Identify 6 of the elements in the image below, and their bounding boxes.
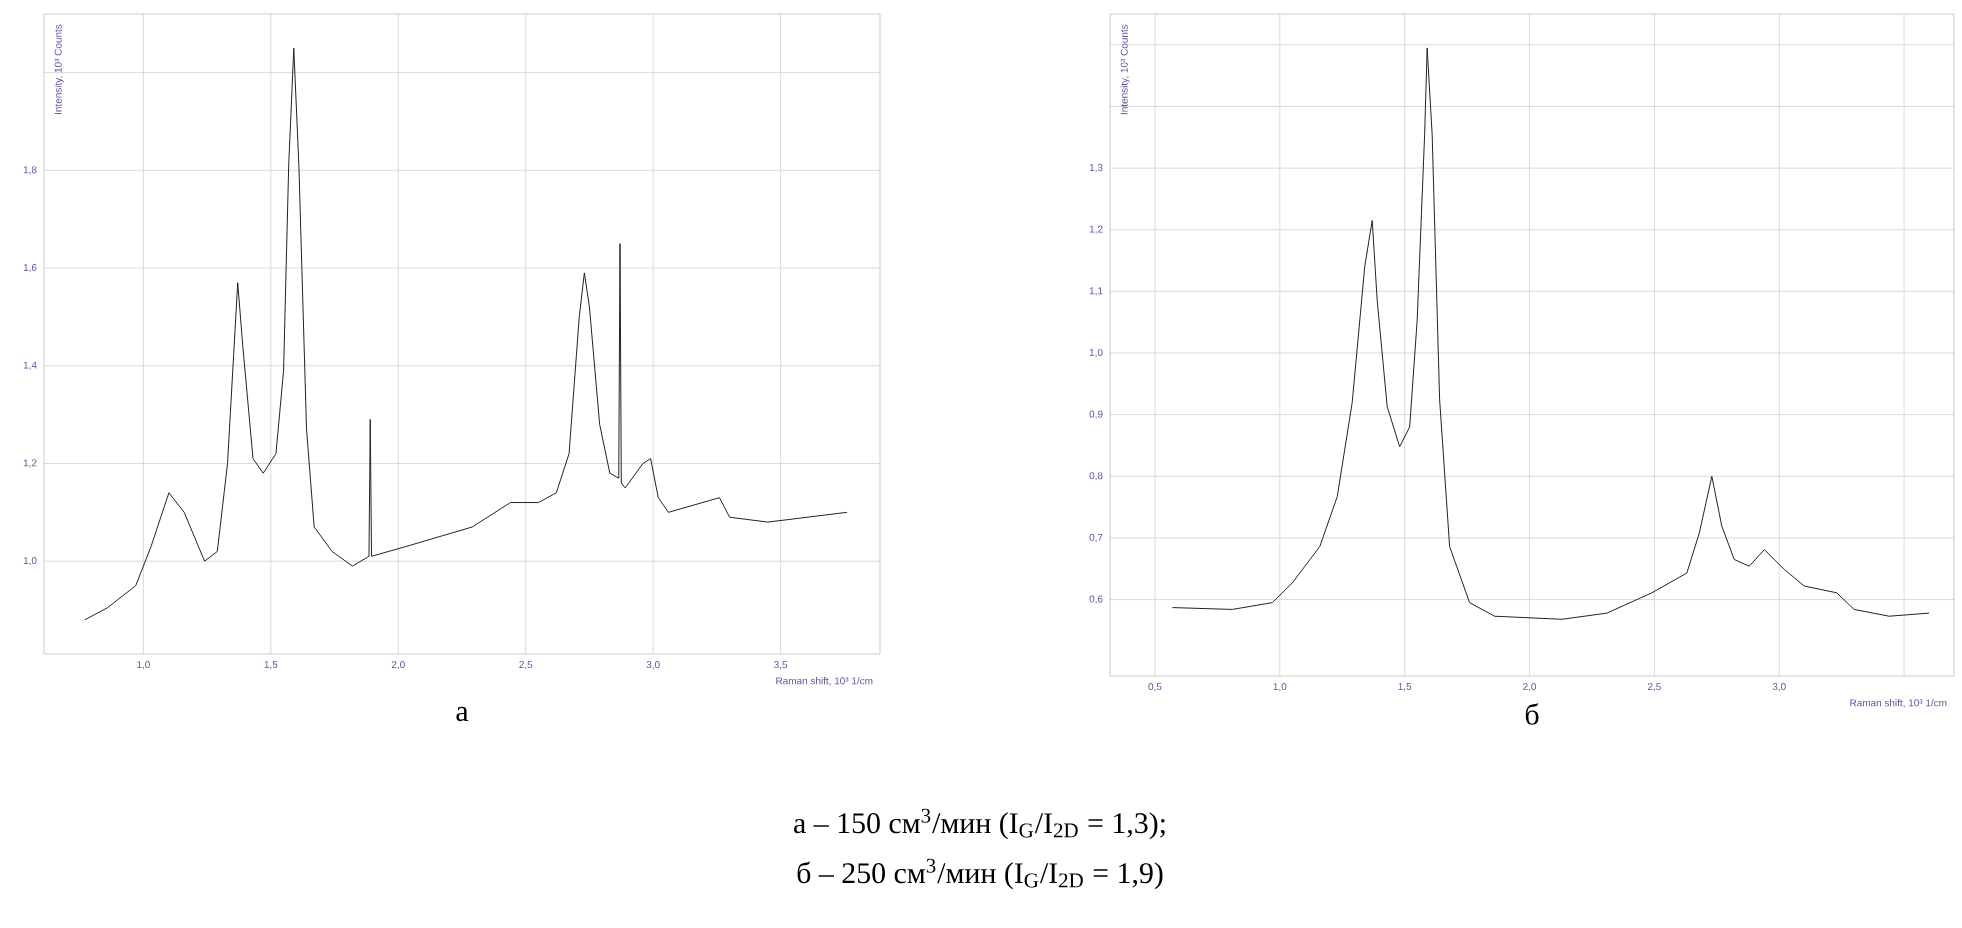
text: б bbox=[1525, 703, 1539, 725]
line-series bbox=[1171, 47, 1930, 620]
line-series bbox=[84, 47, 848, 621]
text: а – 150 см$^{3}$/мин (I$_{G}$/I$_{2D}$ = 1,3); bbox=[794, 808, 1165, 840]
text: б – 250 см$^{3}$/мин (I$_{G}$/I$_{2D}$ = 1,9) bbox=[797, 858, 1163, 890]
text: а bbox=[456, 706, 469, 722]
